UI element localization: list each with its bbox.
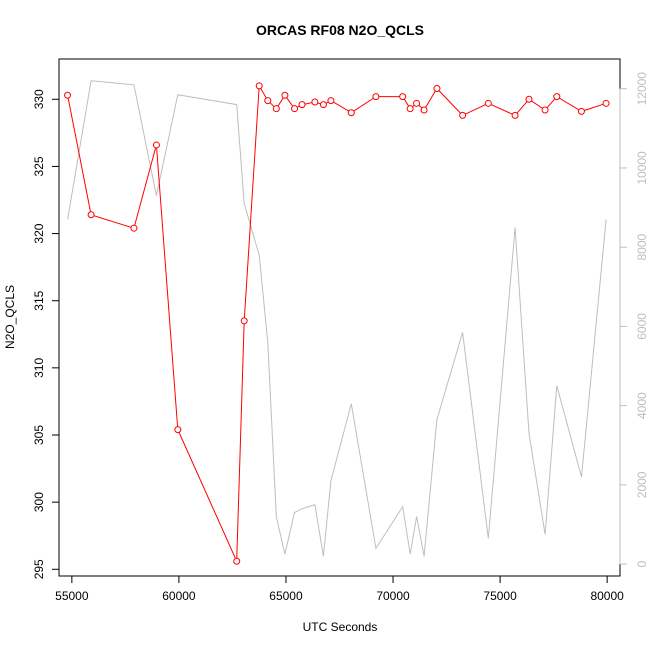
- y-tick-label: 330: [32, 89, 46, 109]
- y-tick-label: 315: [32, 290, 46, 310]
- series-layer: [64, 80, 610, 565]
- x-tick-label: 65000: [269, 589, 303, 603]
- data-point: [291, 105, 299, 113]
- data-point: [433, 85, 441, 93]
- data-point: [327, 97, 335, 105]
- data-point: [602, 99, 610, 107]
- y-axis-left: 295 300 305 310 315 320 325 330: [32, 89, 60, 579]
- data-point: [64, 91, 72, 99]
- data-point: [413, 99, 421, 107]
- y2-tick-label: 6000: [635, 313, 649, 340]
- x-tick-label: 55000: [55, 589, 89, 603]
- x-tick-label: 75000: [483, 589, 517, 603]
- x-tick-label: 60000: [162, 589, 196, 603]
- data-point: [406, 105, 414, 113]
- data-point: [525, 95, 533, 103]
- data-point: [174, 426, 182, 434]
- y-tick-label: 300: [32, 492, 46, 512]
- y-tick-label: 295: [32, 559, 46, 579]
- data-point: [553, 93, 561, 101]
- y-tick-label: 325: [32, 156, 46, 176]
- data-point: [255, 82, 263, 90]
- x-tick-label: 70000: [376, 589, 410, 603]
- data-point: [264, 97, 272, 105]
- data-point: [399, 93, 407, 101]
- y2-tick-label: 2000: [635, 471, 649, 498]
- y2-tick-label: 12000: [635, 72, 649, 106]
- data-point: [130, 224, 138, 232]
- y-axis-right: 0 2000 4000 6000 8000 10000 12000: [619, 72, 649, 567]
- data-point: [240, 317, 248, 325]
- data-point: [372, 93, 380, 101]
- data-point: [233, 557, 241, 565]
- y-axis-label: N2O_QCLS: [3, 285, 17, 349]
- data-point: [577, 107, 585, 115]
- x-axis-label: UTC Seconds: [303, 620, 378, 634]
- y2-tick-label: 4000: [635, 392, 649, 419]
- y2-tick-label: 0: [635, 560, 649, 567]
- y-tick-label: 310: [32, 358, 46, 378]
- y2-tick-label: 8000: [635, 234, 649, 261]
- data-point: [420, 106, 428, 114]
- data-point: [281, 91, 289, 99]
- data-point: [541, 106, 549, 114]
- y-tick-label: 320: [32, 223, 46, 243]
- data-point: [152, 141, 160, 149]
- y-tick-label: 305: [32, 425, 46, 445]
- y2-tick-label: 10000: [635, 151, 649, 185]
- secondary-series-line: [67, 80, 607, 557]
- data-point: [459, 111, 467, 119]
- data-point: [311, 98, 319, 106]
- data-point: [319, 101, 327, 109]
- plot-frame: [58, 58, 621, 577]
- chart-title: ORCAS RF08 N2O_QCLS: [256, 22, 424, 38]
- data-point: [484, 99, 492, 107]
- data-point: [511, 111, 519, 119]
- x-tick-label: 80000: [590, 589, 624, 603]
- x-axis: 55000 60000 65000 70000 75000 80000: [55, 575, 624, 603]
- data-point: [298, 101, 306, 109]
- data-point: [87, 211, 95, 219]
- data-point: [272, 105, 280, 113]
- data-point: [347, 109, 355, 117]
